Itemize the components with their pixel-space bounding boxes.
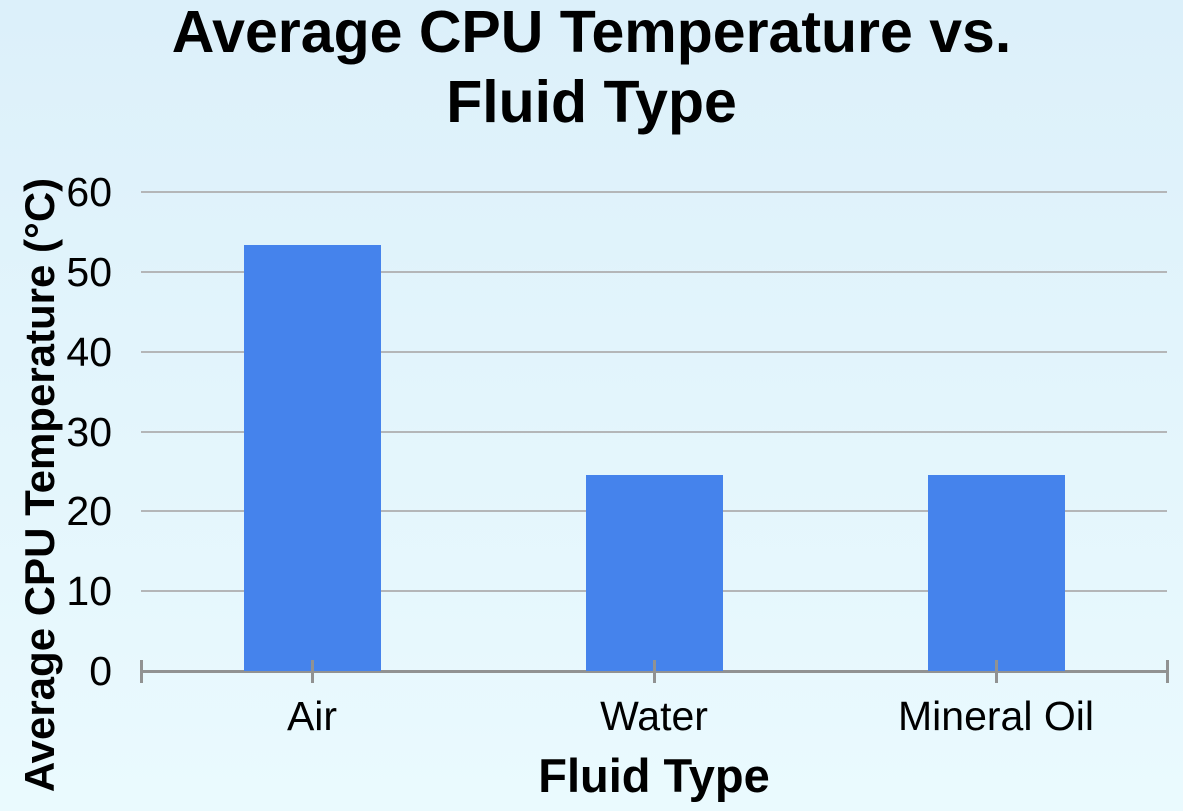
x-axis-tick-2	[311, 660, 314, 683]
chart-title-line-2: Fluid Type	[446, 69, 737, 135]
bar-air	[243, 245, 381, 671]
gridline-y-50	[141, 270, 1167, 273]
y-tick-label-20: 20	[66, 488, 112, 535]
bar-mineral-oil	[927, 475, 1065, 671]
x-category-label-air: Air	[286, 693, 338, 739]
gridline-y-40	[141, 350, 1167, 353]
x-category-label-mineral-oil: Mineral Oil	[898, 693, 1094, 739]
x-axis-tick-1	[1166, 660, 1169, 683]
bar-water	[585, 474, 723, 671]
x-axis-title: Fluid Type	[538, 749, 770, 802]
y-tick-label-50: 50	[66, 248, 112, 295]
y-axis-title: Average CPU Temperature (°C)	[16, 177, 63, 793]
x-axis-tick-3	[653, 660, 656, 683]
x-axis-tick-0	[140, 660, 143, 683]
gridline-y-60	[141, 191, 1167, 193]
x-category-label-water: Water	[600, 693, 708, 739]
chart-title: Average CPU Temperature vs. Fluid Type	[0, 0, 1183, 137]
gridline-y-30	[141, 430, 1167, 433]
chart-title-line-1: Average CPU Temperature vs.	[171, 0, 1012, 65]
y-tick-label-10: 10	[66, 568, 112, 615]
y-tick-label-60: 60	[66, 169, 112, 215]
y-tick-label-0: 0	[89, 648, 112, 694]
y-tick-label-40: 40	[66, 328, 112, 375]
x-axis-tick-4	[995, 660, 998, 683]
y-tick-label-30: 30	[66, 408, 112, 455]
